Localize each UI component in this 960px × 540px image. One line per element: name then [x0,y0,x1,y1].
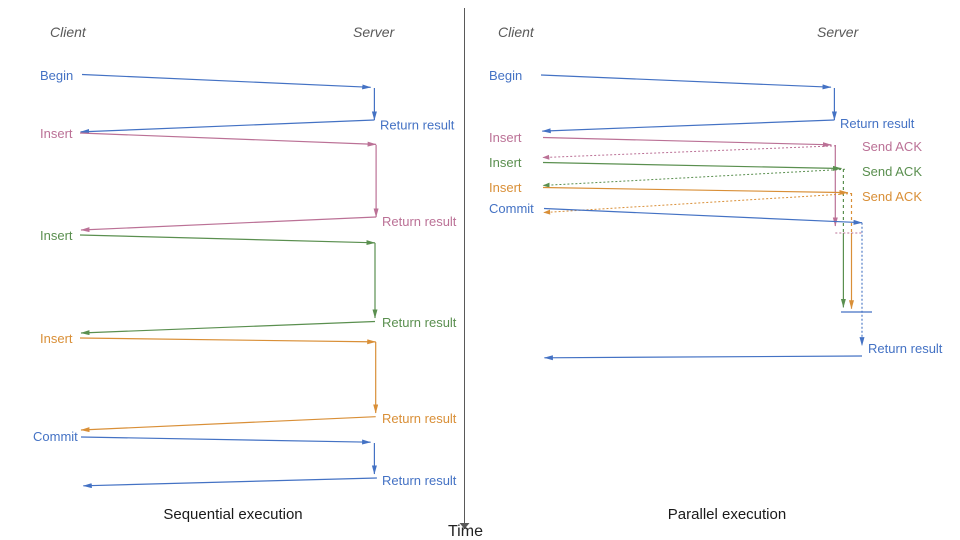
svg-text:Send ACK: Send ACK [862,164,922,179]
svg-text:Return result: Return result [382,411,457,426]
svg-text:Insert: Insert [40,331,73,346]
svg-text:Return result: Return result [382,473,457,488]
svg-text:Server: Server [353,24,396,40]
svg-text:Commit: Commit [33,429,78,444]
svg-text:Insert: Insert [489,155,522,170]
svg-text:Begin: Begin [40,68,73,83]
svg-text:Send ACK: Send ACK [862,139,922,154]
svg-text:Return result: Return result [382,214,457,229]
svg-text:Return result: Return result [840,116,915,131]
svg-text:Client: Client [498,24,535,40]
svg-text:Send ACK: Send ACK [862,189,922,204]
svg-text:Insert: Insert [489,130,522,145]
svg-text:Return result: Return result [382,315,457,330]
svg-text:Sequential execution: Sequential execution [163,506,302,523]
svg-text:Insert: Insert [489,180,522,195]
svg-text:Client: Client [50,24,87,40]
svg-text:Insert: Insert [40,228,73,243]
svg-text:Server: Server [817,24,860,40]
svg-text:Return result: Return result [868,341,943,356]
svg-text:Commit: Commit [489,201,534,216]
svg-text:Parallel execution: Parallel execution [668,506,786,523]
svg-text:Time: Time [448,523,483,540]
svg-text:Insert: Insert [40,126,73,141]
svg-text:Return result: Return result [380,118,455,133]
svg-text:Begin: Begin [489,68,522,83]
